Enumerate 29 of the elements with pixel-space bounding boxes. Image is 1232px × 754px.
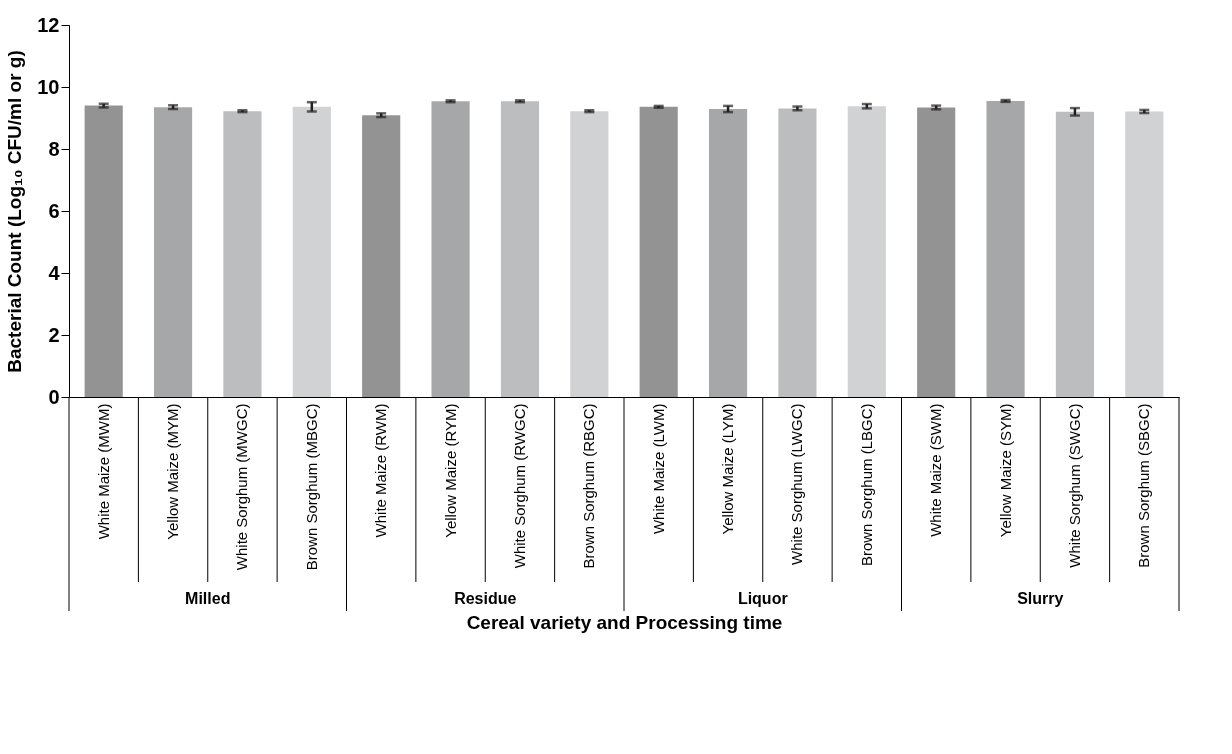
y-tick-label: 4 — [48, 261, 61, 284]
x-tick-label: Brown Sorghum (RBGC) — [580, 403, 598, 569]
x-tick-label: White Maize (MWM) — [94, 403, 112, 540]
x-tick-label: Brown Sorghum (MBGC) — [302, 403, 320, 571]
x-tick-label: Yellow Maize (SYM) — [996, 403, 1014, 538]
x-tick-label: White Maize (LWM) — [649, 403, 667, 535]
x-tick-label: White Maize (SWM) — [927, 403, 945, 537]
x-tick-label: Brown Sorghum (LBGC) — [857, 403, 875, 567]
y-tick-label: 6 — [48, 199, 60, 222]
x-tick-label: White Sorghum (LWGC) — [788, 403, 806, 565]
text: Milled — [185, 590, 231, 607]
x-axis-title: Cereal variety and Processing time — [466, 612, 783, 634]
x-tick-label: White Sorghum (SWGC) — [1065, 403, 1083, 568]
y-tick-label: 12 — [37, 13, 60, 36]
text: Residue — [454, 590, 517, 607]
x-tick-label: Yellow Maize (MYM) — [164, 403, 182, 540]
y-tick-label: 2 — [48, 323, 60, 346]
text: Slurry — [1017, 590, 1064, 607]
x-tick-label: White Maize (RWM) — [372, 403, 390, 538]
x-tick-label: Yellow Maize (RYM) — [441, 403, 459, 538]
x-tick-label: Yellow Maize (LYM) — [719, 403, 737, 535]
text: Liquor — [737, 590, 788, 607]
x-tick-label: White Sorghum (MWGC) — [233, 403, 251, 571]
y-tick-label: 0 — [48, 385, 60, 408]
x-tick-label: Brown Sorghum (SBGC) — [1135, 403, 1153, 568]
y-tick-label: 8 — [48, 137, 60, 160]
x-tick-label: White Sorghum (RWGC) — [510, 403, 528, 569]
y-tick-label: 10 — [37, 75, 60, 98]
y-axis-title: Bacterial Count (Log₁₀ CFU/ml or g) — [4, 50, 26, 373]
